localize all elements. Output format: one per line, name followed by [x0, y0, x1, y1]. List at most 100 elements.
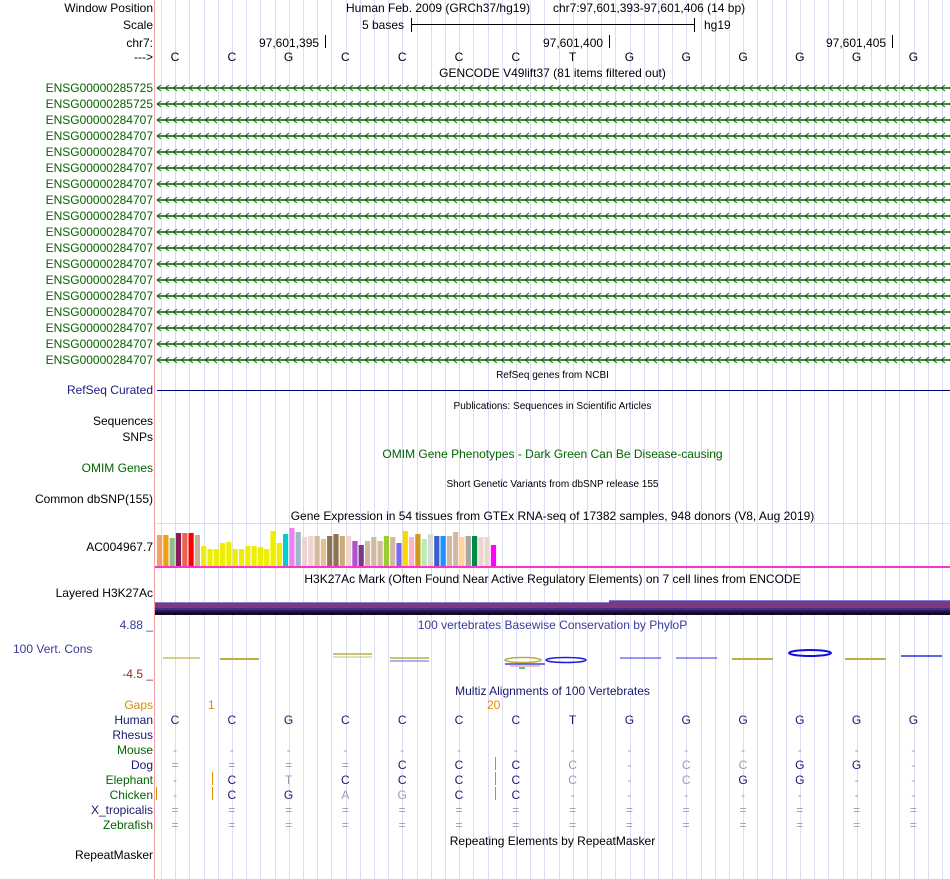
gene-model[interactable] — [155, 99, 950, 109]
species-label[interactable]: Human — [114, 713, 153, 727]
gtex-tissue-bar[interactable] — [346, 536, 352, 566]
gtex-tissue-bar[interactable] — [459, 537, 465, 566]
gtex-tissue-bar[interactable] — [238, 549, 245, 566]
gtex-tissue-bar[interactable] — [333, 534, 339, 566]
dbsnp-track-label[interactable]: Common dbSNP(155) — [34, 492, 153, 506]
species-label[interactable]: X_tropicalis — [90, 803, 153, 817]
gtex-tissue-bar[interactable] — [201, 546, 207, 566]
gene-label[interactable]: ENSG00000284707 — [45, 289, 153, 303]
gtex-tissue-bar[interactable] — [339, 536, 345, 566]
gtex-tissue-bar[interactable] — [383, 536, 389, 566]
gene-model[interactable] — [155, 307, 950, 317]
insertion-marker[interactable] — [495, 757, 496, 770]
gtex-tissue-bar[interactable] — [232, 549, 238, 566]
gtex-tissue-bar[interactable] — [194, 535, 200, 566]
gtex-gene-label[interactable]: AC004967.7 — [86, 540, 153, 554]
gene-model[interactable] — [155, 83, 950, 93]
gene-model[interactable] — [155, 339, 950, 349]
gaps-label[interactable]: Gaps — [124, 698, 153, 712]
gtex-tissue-bar[interactable] — [390, 537, 396, 566]
h3k27ac-track-label[interactable]: Layered H3K27Ac — [55, 586, 153, 600]
gtex-tissue-bar[interactable] — [220, 543, 226, 566]
gtex-tissue-bar[interactable] — [157, 535, 163, 566]
gene-label[interactable]: ENSG00000284707 — [45, 145, 153, 159]
gene-label[interactable]: ENSG00000284707 — [45, 337, 153, 351]
gene-label[interactable]: ENSG00000284707 — [45, 193, 153, 207]
gtex-tissue-bar[interactable] — [276, 543, 282, 566]
gtex-tissue-bar[interactable] — [175, 533, 182, 566]
gtex-tissue-bar[interactable] — [434, 536, 440, 566]
gtex-tissue-bar[interactable] — [371, 537, 377, 566]
gtex-tissue-bar[interactable] — [163, 535, 169, 566]
gtex-tissue-bar[interactable] — [327, 536, 333, 566]
multiz-track-title[interactable]: Multiz Alignments of 100 Vertebrates — [455, 684, 650, 698]
gtex-tissue-bar[interactable] — [421, 539, 427, 566]
gene-model[interactable] — [155, 179, 950, 189]
refseq-gene-line[interactable] — [157, 390, 950, 391]
gtex-tissue-bar[interactable] — [283, 534, 289, 566]
gtex-tissue-bar[interactable] — [396, 543, 402, 566]
gene-label[interactable]: ENSG00000285725 — [45, 81, 153, 95]
gtex-tissue-bar[interactable] — [440, 536, 446, 566]
gene-model[interactable] — [155, 323, 950, 333]
gene-label[interactable]: ENSG00000285725 — [45, 97, 153, 111]
gtex-tissue-bar[interactable] — [251, 546, 257, 566]
gtex-tissue-bar[interactable] — [364, 541, 371, 566]
gtex-tissue-bar[interactable] — [314, 536, 320, 566]
gtex-tissue-bar[interactable] — [169, 538, 175, 566]
gene-label[interactable]: ENSG00000284707 — [45, 177, 153, 191]
gtex-track-title[interactable]: Gene Expression in 54 tissues from GTEx … — [290, 509, 815, 523]
gencode-track-title[interactable]: GENCODE V49lift37 (81 items filtered out… — [439, 66, 666, 80]
species-label[interactable]: Chicken — [109, 788, 153, 802]
gtex-tissue-bar[interactable] — [484, 537, 490, 566]
gtex-tissue-bar[interactable] — [207, 549, 213, 566]
gene-model[interactable] — [155, 195, 950, 205]
gtex-tissue-bar[interactable] — [402, 531, 408, 566]
gene-model[interactable] — [155, 355, 950, 365]
phylop-track-title[interactable]: 100 vertebrates Basewise Conservation by… — [417, 618, 688, 632]
species-label[interactable]: Rhesus — [112, 728, 153, 742]
gene-label[interactable]: ENSG00000284707 — [45, 353, 153, 367]
gene-model[interactable] — [155, 131, 950, 141]
gtex-tissue-bar[interactable] — [478, 537, 484, 566]
species-label[interactable]: Dog — [130, 758, 153, 772]
gtex-tissue-bar[interactable] — [182, 533, 188, 566]
gtex-tissue-bar[interactable] — [453, 532, 459, 566]
gtex-tissue-bar[interactable] — [377, 541, 383, 566]
gene-model[interactable] — [155, 243, 950, 253]
gtex-tissue-bar[interactable] — [465, 536, 471, 566]
dbsnp-track-title[interactable]: Short Genetic Variants from dbSNP releas… — [446, 479, 659, 490]
species-label[interactable]: Elephant — [105, 773, 153, 787]
gtex-tissue-bar[interactable] — [427, 534, 434, 566]
gene-label[interactable]: ENSG00000284707 — [45, 241, 153, 255]
gene-label[interactable]: ENSG00000284707 — [45, 257, 153, 271]
species-label[interactable]: Zebrafish — [102, 818, 153, 832]
gene-model[interactable] — [155, 163, 950, 173]
gtex-tissue-bar[interactable] — [295, 532, 301, 566]
publications-track-title[interactable]: Publications: Sequences in Scientific Ar… — [453, 401, 652, 412]
gtex-tissue-bar[interactable] — [257, 547, 263, 566]
gtex-tissue-bar[interactable] — [188, 533, 194, 566]
repeatmasker-track-label[interactable]: RepeatMasker — [74, 848, 153, 862]
gtex-tissue-bar[interactable] — [308, 536, 314, 566]
gene-label[interactable]: ENSG00000284707 — [45, 273, 153, 287]
phylop-track-label[interactable]: 100 Vert. Cons — [13, 642, 93, 656]
publications-track-label[interactable]: Sequences — [92, 414, 153, 428]
gtex-tissue-bar[interactable] — [264, 549, 270, 566]
gene-model[interactable] — [155, 291, 950, 301]
gtex-tissue-bar[interactable] — [490, 545, 497, 566]
gtex-tissue-bar[interactable] — [301, 537, 308, 566]
insertion-marker[interactable] — [212, 772, 213, 785]
gene-label[interactable]: ENSG00000284707 — [45, 321, 153, 335]
gene-model[interactable] — [155, 147, 950, 157]
gene-label[interactable]: ENSG00000284707 — [45, 113, 153, 127]
gtex-tissue-bar[interactable] — [358, 545, 364, 566]
gtex-tissue-bar[interactable] — [226, 542, 232, 566]
omim-track-label[interactable]: OMIM Genes — [81, 461, 153, 475]
gene-model[interactable] — [155, 259, 950, 269]
gene-model[interactable] — [155, 275, 950, 285]
gene-label[interactable]: ENSG00000284707 — [45, 209, 153, 223]
gtex-tissue-bar[interactable] — [446, 536, 452, 566]
gtex-tissue-bar[interactable] — [289, 528, 295, 566]
gene-model[interactable] — [155, 211, 950, 221]
